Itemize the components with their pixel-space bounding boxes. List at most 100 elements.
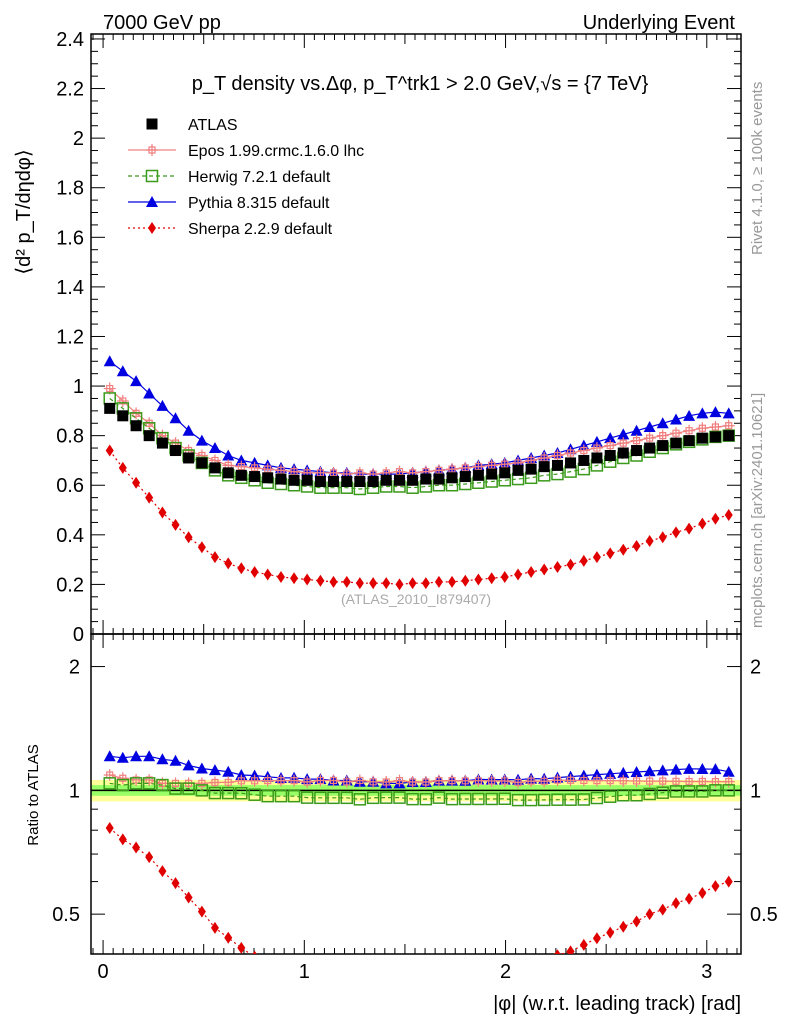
ratio-point	[696, 785, 709, 798]
ratio-point	[116, 751, 129, 763]
ratio-point	[169, 782, 182, 795]
ratio-point	[711, 880, 720, 893]
ratio-point	[540, 955, 548, 967]
ratio-point	[367, 775, 380, 788]
main-point	[355, 577, 364, 590]
ratio-point	[143, 750, 156, 762]
ratio-point	[235, 774, 248, 787]
ratio-point	[632, 915, 641, 928]
plot-title: p_T density vs.Δφ, p_T^trk1 > 2.0 GeV,√s…	[192, 73, 649, 95]
marker-shape	[432, 774, 445, 787]
main-data-point	[723, 430, 735, 442]
ratio-point	[592, 932, 601, 945]
ratio-point	[498, 792, 511, 806]
main-point	[630, 424, 643, 436]
main-point	[116, 365, 129, 377]
marker-shape	[116, 394, 129, 407]
main-point	[169, 412, 182, 424]
ratio-y-tick-label-right: 2	[750, 657, 761, 679]
main-point	[658, 531, 667, 544]
main-point	[656, 429, 669, 442]
ratio-point	[709, 763, 722, 775]
marker-shape	[630, 434, 643, 447]
marker-shape	[406, 775, 419, 788]
main-point	[617, 428, 630, 440]
ratio-point	[290, 965, 298, 977]
ratio-point	[210, 921, 219, 934]
ratio-point	[380, 775, 393, 788]
ratio-point	[488, 972, 496, 984]
main-data-point	[170, 445, 182, 457]
ratio-point	[195, 784, 209, 797]
ratio-point	[277, 963, 285, 975]
main-point	[645, 535, 654, 548]
ratio-point	[264, 957, 272, 969]
ratio-point	[182, 759, 195, 771]
ratio-point	[356, 981, 364, 993]
main-point	[500, 570, 509, 583]
legend-label: Pythia 8.315 default	[188, 195, 330, 212]
marker-shape	[248, 774, 261, 787]
y-tick-label: 0.2	[56, 574, 84, 596]
main-data-point	[499, 467, 511, 479]
main-point	[156, 399, 169, 411]
marker-shape	[683, 424, 696, 437]
main-point	[683, 424, 696, 437]
main-y-axis-label: ⟨d² p_T/dηdφ⟩	[13, 149, 35, 274]
main-data-point	[156, 437, 168, 449]
main-point	[316, 574, 325, 587]
legend-item: Sherpa 2.2.9 default	[128, 221, 333, 238]
ratio-y-axis-label: Ratio to ATLAS	[25, 744, 42, 845]
marker-shape	[551, 774, 564, 787]
ratio-point	[524, 793, 538, 807]
main-data-point	[117, 410, 129, 422]
main-data-point	[696, 432, 708, 444]
marker-shape	[472, 774, 485, 787]
marker-shape	[670, 427, 682, 440]
main-point	[683, 409, 696, 421]
ratio-point	[422, 983, 430, 995]
rivet-version-label: Rivet 4.1.0, ≥ 100k events	[749, 82, 766, 255]
x-tick-label: 0	[98, 961, 109, 983]
ratio-point	[435, 979, 443, 991]
ratio-point	[604, 767, 617, 779]
marker-shape	[498, 774, 511, 787]
main-data-point	[538, 461, 550, 473]
main-point	[722, 407, 735, 419]
ratio-point	[485, 774, 498, 787]
ratio-point	[658, 903, 667, 916]
main-point	[158, 506, 167, 519]
ratio-point	[564, 774, 577, 787]
main-point	[118, 461, 127, 474]
y-tick-label: 2.4	[56, 29, 84, 51]
main-point	[103, 392, 116, 405]
main-plot-series	[103, 355, 735, 591]
ratio-point	[459, 792, 472, 806]
main-point	[329, 575, 338, 588]
main-point	[590, 442, 603, 455]
ratio-point	[554, 949, 561, 954]
ratio-point	[301, 775, 314, 788]
ratio-point	[722, 784, 735, 797]
main-data-point	[565, 457, 577, 469]
x-tick-label: 1	[299, 961, 310, 983]
main-point	[210, 551, 219, 564]
ratio-point	[498, 774, 511, 787]
main-data-point	[380, 474, 392, 486]
main-data-point	[551, 459, 563, 471]
ratio-point	[118, 833, 127, 846]
main-data-point	[275, 473, 287, 485]
ratio-point	[382, 982, 390, 994]
x-tick-labels: 0 1 2 3	[98, 961, 713, 983]
ratio-point	[314, 774, 327, 787]
main-data-point	[393, 474, 405, 486]
main-point	[237, 562, 246, 575]
main-point	[103, 355, 116, 367]
marker-shape	[564, 447, 577, 460]
ratio-point	[103, 750, 116, 762]
main-point	[263, 568, 272, 581]
ratio-point	[222, 776, 235, 789]
marker-shape	[656, 429, 669, 442]
ratio-point	[316, 972, 324, 984]
